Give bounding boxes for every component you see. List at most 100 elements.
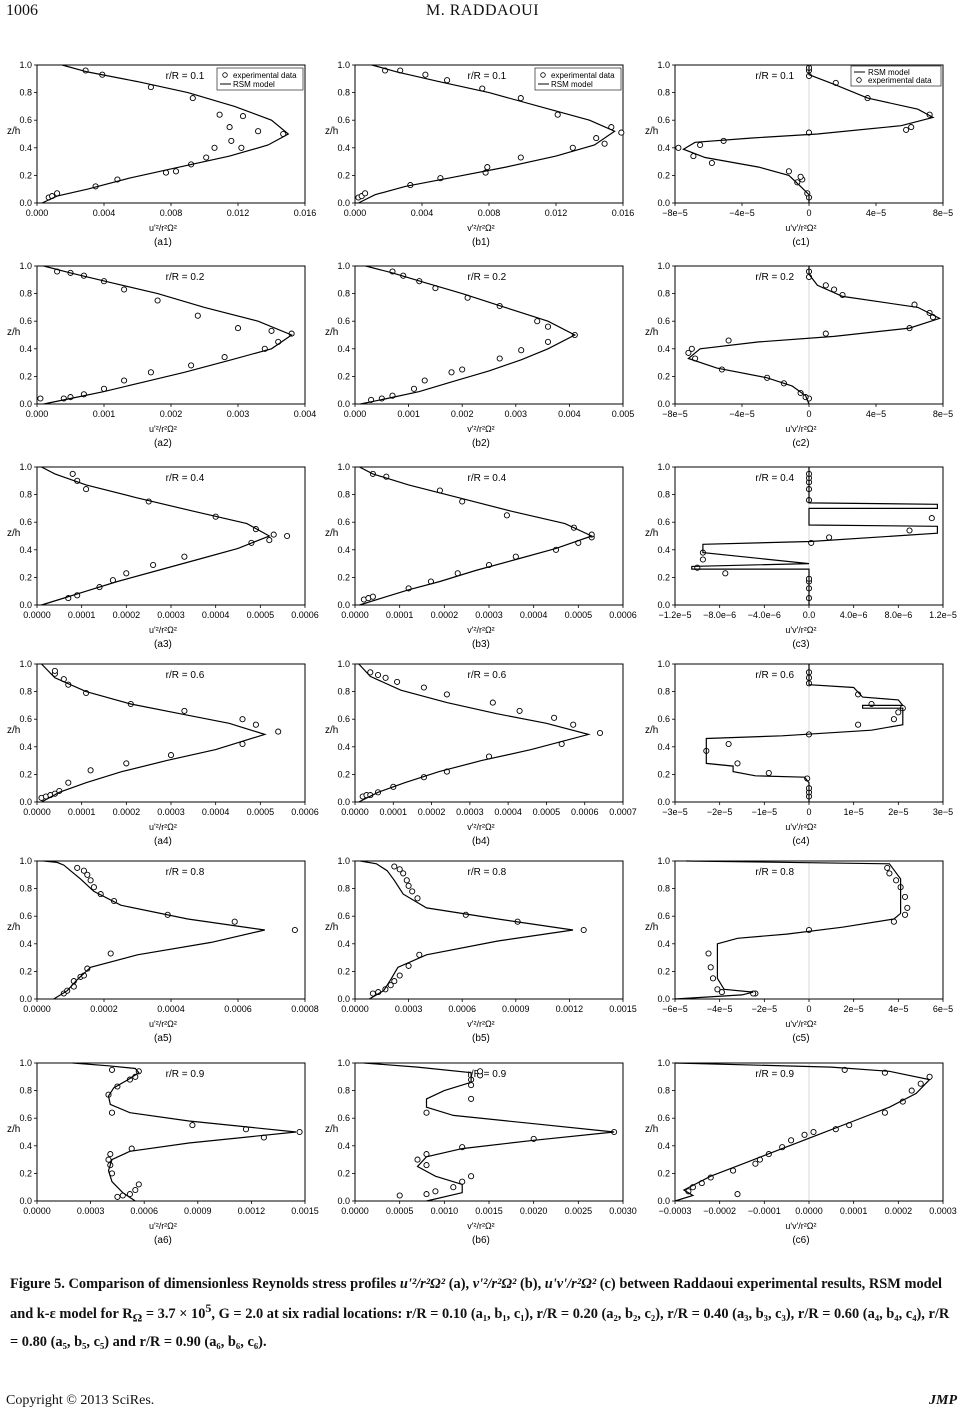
page-number: 1006 — [6, 2, 38, 19]
x-tick-label: 0.000 — [26, 208, 49, 218]
experimental-point — [221, 354, 228, 361]
y-tick-label: 0.6 — [337, 1113, 350, 1123]
y-tick-label: 1.0 — [19, 60, 32, 70]
x-tick-label: 4e−5 — [866, 208, 886, 218]
x-axis-label: u'²/r²Ω² — [149, 223, 177, 233]
experimental-point — [400, 870, 407, 877]
y-tick-label: 0.4 — [337, 1141, 350, 1151]
x-tick-label: 0.002 — [160, 409, 183, 419]
experimental-point — [855, 721, 862, 728]
caption-text-e: , G = 2.0 at six radial locations: r/R =… — [10, 1305, 950, 1350]
panel-annotation: r/R = 0.9 — [755, 1069, 794, 1080]
y-tick-label: 0.4 — [19, 143, 32, 153]
y-tick-label: 1.0 — [19, 856, 32, 866]
x-tick-label: 6e−5 — [933, 1004, 953, 1014]
y-tick-label: 0.6 — [19, 714, 32, 724]
chart-panel-4: 0.0 0.2 0.4 0.6 0.8 1.0 0.000 0.001 0.002 0.003 0.… — [7, 261, 316, 449]
experimental-point — [83, 486, 90, 493]
experimental-point — [518, 347, 525, 354]
experimental-point — [266, 537, 273, 544]
experimental-point — [132, 1186, 139, 1194]
experimental-point — [720, 137, 727, 144]
experimental-point — [147, 369, 154, 376]
y-tick-label: 0.4 — [657, 344, 670, 354]
x-axis-label: v'²/r²Ω² — [467, 625, 494, 635]
x-axis-label: u'²/r²Ω² — [149, 822, 177, 832]
y-tick-label: 0.8 — [337, 289, 350, 299]
x-tick-label: 0.0009 — [184, 1206, 212, 1216]
x-tick-label: 0 — [806, 208, 811, 218]
experimental-point — [903, 126, 910, 133]
panel-label: (c6) — [792, 1235, 809, 1246]
x-tick-label: 0.0006 — [224, 1004, 252, 1014]
x-tick-label: 0.0003 — [157, 807, 185, 817]
y-tick-label: 1.0 — [657, 1058, 670, 1068]
x-axis-label: u'v'/r²Ω² — [785, 223, 816, 233]
rsm-model-line — [363, 1062, 615, 1202]
experimental-point — [231, 918, 238, 925]
x-tick-label: 0.0002 — [418, 807, 446, 817]
x-axis-label: u'²/r²Ω² — [149, 625, 177, 635]
chart-panel-11: 0.0 0.2 0.4 0.6 0.8 1.0 0.0000 0.0001 0.0002 0.00… — [325, 659, 637, 847]
x-tick-label: 0.0002 — [885, 1206, 913, 1216]
y-tick-label: 0.8 — [19, 88, 32, 98]
y-axis-label: z/h — [325, 126, 338, 137]
y-tick-label: 0.2 — [19, 966, 32, 976]
x-tick-label: 0.0003 — [456, 807, 484, 817]
y-axis-label: z/h — [325, 725, 338, 736]
experimental-point — [405, 962, 412, 969]
x-tick-label: 0.0010 — [431, 1206, 459, 1216]
panel-annotation: r/R = 0.1 — [166, 71, 205, 82]
x-tick-label: 0.008 — [160, 208, 183, 218]
x-tick-label: 0.0009 — [502, 1004, 530, 1014]
experimental-point — [569, 144, 576, 151]
y-tick-label: 0.6 — [337, 517, 350, 527]
experimental-point — [51, 667, 58, 674]
legend-box — [850, 65, 942, 87]
y-tick-label: 0.6 — [19, 1113, 32, 1123]
legend-marker-exp — [222, 72, 228, 78]
rsm-model-line — [360, 265, 577, 405]
y-tick-label: 0.0 — [19, 1196, 32, 1206]
experimental-point — [194, 312, 201, 319]
experimental-point — [270, 531, 277, 538]
y-tick-label: 0.2 — [337, 966, 350, 976]
legend-marker-exp — [856, 77, 862, 83]
experimental-point — [421, 377, 428, 384]
x-axis-label: u'²/r²Ω² — [149, 1019, 177, 1029]
experimental-point — [114, 1193, 121, 1200]
x-tick-label: 0.0025 — [565, 1206, 593, 1216]
y-tick-label: 0.2 — [337, 1168, 350, 1178]
experimental-point — [181, 553, 188, 560]
x-tick-label: 0.005 — [612, 409, 635, 419]
experimental-point — [422, 71, 429, 78]
experimental-point — [618, 129, 625, 136]
y-axis-label: z/h — [7, 1124, 20, 1135]
y-tick-label: 1.0 — [337, 60, 350, 70]
x-tick-label: 0.0001 — [68, 807, 96, 817]
panel-label: (a6) — [154, 1235, 172, 1246]
x-tick-label: 3e−5 — [933, 807, 953, 817]
y-tick-label: 0.4 — [19, 545, 32, 555]
experimental-point — [108, 1066, 116, 1073]
legend-box — [534, 67, 622, 91]
experimental-point — [382, 674, 389, 681]
y-tick-label: 0.8 — [657, 1086, 670, 1096]
experimental-point — [596, 729, 604, 737]
y-tick-label: 0.6 — [19, 517, 32, 527]
experimental-point — [228, 137, 235, 144]
panel-label: (c2) — [792, 438, 809, 449]
experimental-point — [709, 975, 717, 982]
experimental-point — [725, 740, 732, 748]
x-tick-label: 8.0e−6 — [884, 610, 912, 620]
experimental-point — [722, 570, 729, 577]
experimental-point — [890, 716, 897, 723]
experimental-point — [374, 671, 382, 679]
caption-tag-b: (b), — [519, 1276, 542, 1292]
experimental-point — [801, 1131, 808, 1138]
x-tick-label: 8e−5 — [933, 409, 953, 419]
experimental-point — [895, 709, 902, 716]
experimental-point — [362, 190, 369, 197]
x-tick-label: 0.0003 — [475, 610, 503, 620]
experimental-point — [410, 385, 418, 392]
